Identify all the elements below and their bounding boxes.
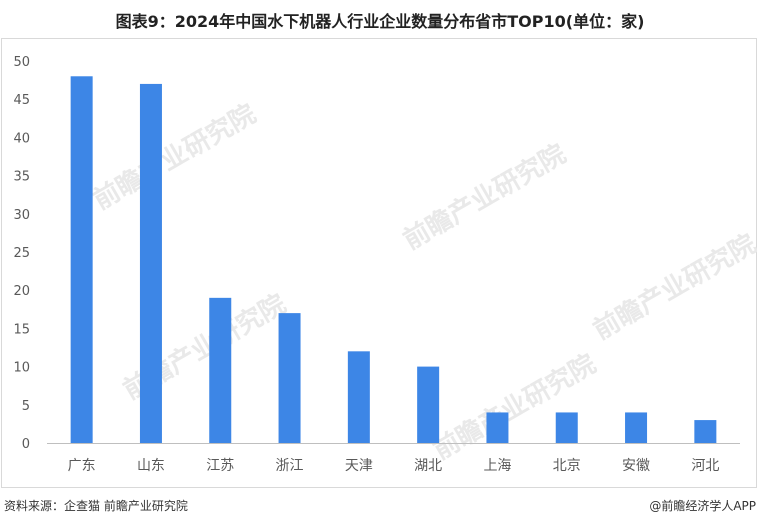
bar (70, 76, 93, 443)
bar (694, 420, 717, 443)
watermark-text: 前瞻产业研究院 (88, 98, 261, 216)
bar (486, 412, 509, 443)
y-tick-label: 50 (13, 55, 30, 70)
y-tick-label: 40 (13, 131, 30, 146)
bar (625, 412, 648, 443)
x-tick-label: 天津 (345, 458, 373, 474)
watermark-text: 前瞻产业研究院 (588, 228, 760, 346)
x-tick-label: 山东 (137, 458, 165, 474)
y-axis-ticks: 0 5 10 15 20 25 30 35 40 45 50 (13, 55, 30, 452)
bar (417, 366, 440, 443)
y-tick-label: 30 (13, 208, 30, 223)
y-tick-label: 35 (13, 170, 30, 185)
x-tick-label: 广东 (68, 458, 96, 474)
x-tick-label: 安徽 (622, 458, 650, 474)
y-tick-label: 15 (13, 322, 30, 337)
bars (70, 76, 717, 444)
y-tick-label: 45 (13, 93, 30, 108)
bar-chart: 前瞻产业研究院 前瞻产业研究院 前瞻产业研究院 前瞻产业研究院 前瞻产业研究院 … (13, 55, 760, 474)
bar (209, 297, 232, 443)
x-tick-label: 湖北 (414, 458, 442, 474)
credit-note: @前瞻经济学人APP (649, 499, 756, 513)
y-tick-label: 5 (22, 399, 30, 414)
watermark-text: 前瞻产业研究院 (398, 138, 571, 256)
bar (347, 351, 370, 443)
y-tick-label: 10 (13, 361, 30, 376)
watermark-text: 前瞻产业研究院 (428, 348, 601, 466)
x-tick-label: 浙江 (276, 458, 304, 474)
bar (555, 412, 578, 443)
bar (278, 313, 301, 443)
y-tick-label: 0 (22, 437, 30, 452)
chart-frame (1, 38, 757, 488)
y-tick-label: 25 (13, 246, 30, 261)
chart-title: 图表9：2024年中国水下机器人行业企业数量分布省市TOP10(单位：家) (115, 12, 645, 31)
source-note: 资料来源：企查猫 前瞻产业研究院 (4, 499, 188, 513)
x-axis-ticks: 广东 山东 江苏 浙江 天津 湖北 上海 北京 安徽 河北 (68, 458, 720, 474)
x-tick-label: 河北 (691, 458, 719, 474)
x-tick-label: 北京 (553, 458, 581, 474)
bar (139, 83, 162, 444)
x-tick-label: 上海 (483, 458, 511, 474)
y-tick-label: 20 (13, 284, 30, 299)
x-tick-label: 江苏 (206, 458, 234, 474)
